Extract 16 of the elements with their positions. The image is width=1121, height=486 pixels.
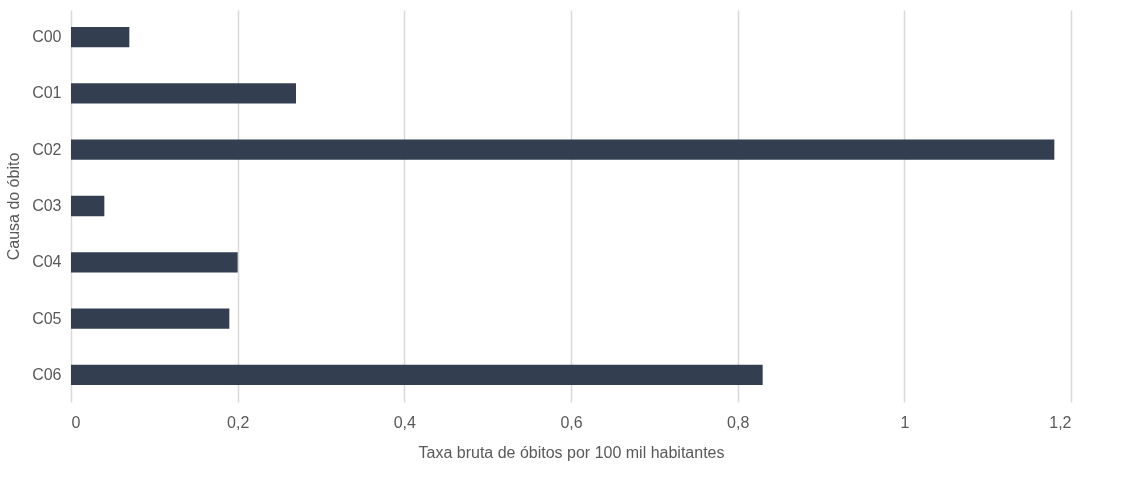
y-axis-title: Causa do óbito <box>5 152 23 261</box>
x-axis-title: Taxa bruta de óbitos por 100 mil habitantes <box>418 443 725 461</box>
x-tick-label: 0,8 <box>727 413 750 431</box>
y-tick-label: C04 <box>32 253 62 271</box>
x-tick-label: 0,2 <box>227 413 250 431</box>
y-tick-label: C03 <box>32 197 62 214</box>
y-tick-label: C02 <box>32 140 62 158</box>
y-tick-label: C01 <box>32 84 62 102</box>
y-tick-label: C00 <box>32 28 62 46</box>
x-tick-label: 0 <box>71 413 81 431</box>
x-tick-label: 0,6 <box>560 413 583 431</box>
y-tick-label: C05 <box>32 309 62 327</box>
x-tick-label: 1 <box>900 413 910 431</box>
y-tick-label: C06 <box>32 365 62 383</box>
x-tick-label: 1,2 <box>1049 413 1072 431</box>
x-tick-label: 0,4 <box>393 413 417 431</box>
